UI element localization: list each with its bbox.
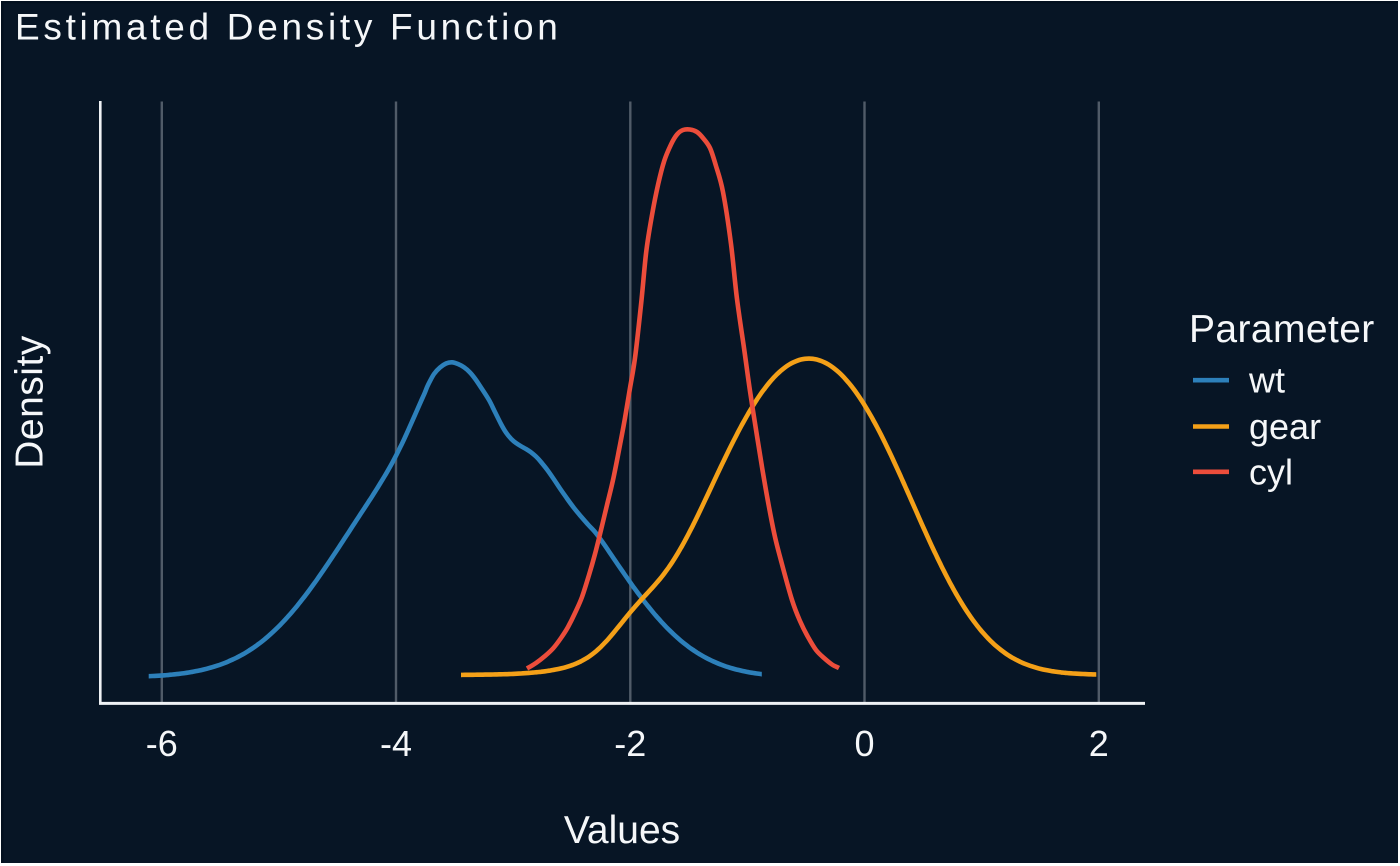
svg-text:-4: -4 xyxy=(380,723,412,764)
svg-text:Values: Values xyxy=(564,809,680,852)
svg-text:0: 0 xyxy=(854,723,874,764)
svg-text:Estimated Density Function: Estimated Density Function xyxy=(15,7,562,48)
svg-text:Parameter: Parameter xyxy=(1189,308,1375,351)
svg-text:Density: Density xyxy=(9,335,52,469)
svg-text:-6: -6 xyxy=(146,723,178,764)
svg-text:-2: -2 xyxy=(614,723,646,764)
svg-text:gear: gear xyxy=(1249,406,1321,447)
svg-text:2: 2 xyxy=(1089,723,1109,764)
svg-text:wt: wt xyxy=(1248,360,1285,401)
svg-text:cyl: cyl xyxy=(1249,451,1293,492)
